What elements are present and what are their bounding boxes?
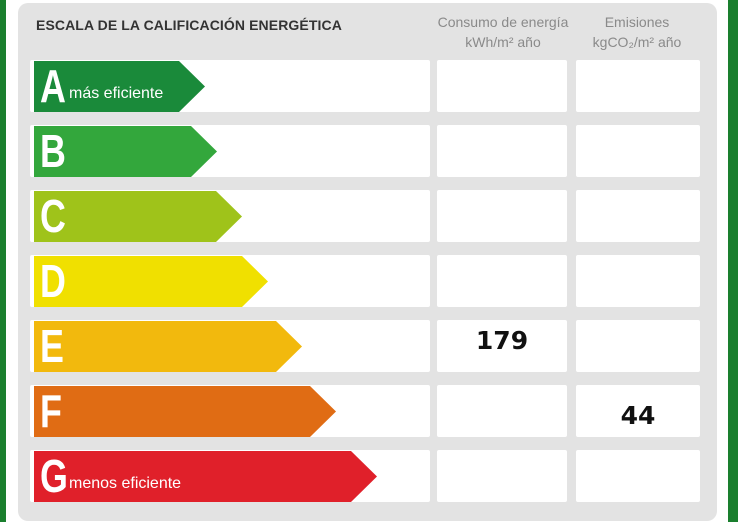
- rating-arrow-d: D: [34, 256, 268, 307]
- rating-label-a: más eficiente: [69, 84, 164, 102]
- rating-letter-b: B: [40, 125, 66, 177]
- rating-arrow-e: E: [34, 321, 302, 372]
- rating-arrow-f: F: [34, 386, 336, 437]
- emisiones-cell-b: [576, 125, 700, 177]
- consumo-cell-d: [437, 255, 567, 307]
- consumo-cell-g: [437, 450, 567, 502]
- rating-arrow-b: B: [34, 126, 217, 177]
- emisiones-cell-g: [576, 450, 700, 502]
- consumo-cell-c: [437, 190, 567, 242]
- consumo-header-line2: kWh/m² año: [465, 34, 541, 50]
- rating-arrow-g: G menos eficiente: [34, 451, 377, 502]
- emisiones-cell-a: [576, 60, 700, 112]
- emisiones-cell-f: 44: [576, 385, 700, 437]
- rating-letter-f: F: [40, 385, 62, 437]
- emisiones-cell-d: [576, 255, 700, 307]
- emisiones-column-header: Emisiones kgCO₂/m² año: [571, 12, 703, 52]
- rating-letter-d: D: [40, 255, 66, 307]
- consumo-cell-f: [437, 385, 567, 437]
- emisiones-cell-e: [576, 320, 700, 372]
- rating-arrow-a: A más eficiente: [34, 61, 205, 112]
- rating-label-g: menos eficiente: [69, 474, 182, 492]
- green-frame-right: [728, 0, 738, 522]
- emisiones-cell-c: [576, 190, 700, 242]
- rating-letter-a: A: [40, 60, 66, 112]
- consumo-cell-e: 179: [437, 320, 567, 372]
- rating-letter-e: E: [40, 320, 64, 372]
- emisiones-header-line2: kgCO₂/m² año: [592, 34, 682, 50]
- consumo-cell-b: [437, 125, 567, 177]
- emisiones-header-line1: Emisiones: [604, 14, 670, 30]
- consumo-cell-a: [437, 60, 567, 112]
- consumo-column-header: Consumo de energía kWh/m² año: [432, 12, 574, 52]
- rating-letter-c: C: [40, 190, 66, 242]
- rating-letter-g: G: [40, 450, 68, 502]
- green-frame-left: [0, 0, 6, 522]
- rating-arrow-c: C: [34, 191, 242, 242]
- scale-title: ESCALA DE LA CALIFICACIÓN ENERGÉTICA: [36, 17, 342, 33]
- consumo-header-line1: Consumo de energía: [437, 14, 569, 30]
